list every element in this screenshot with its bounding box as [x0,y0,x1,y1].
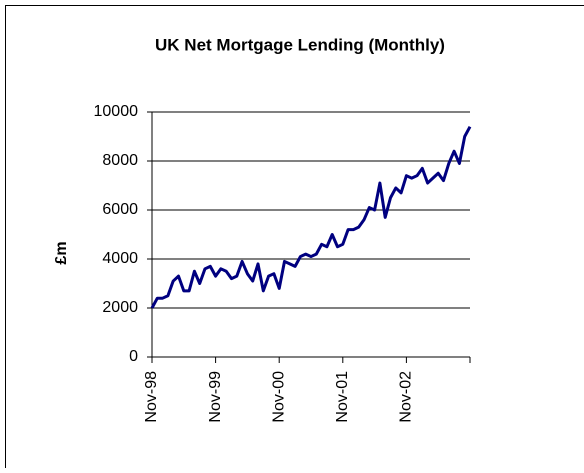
y-tick-label: 0 [129,348,138,365]
y-tick-label: 6000 [102,201,138,218]
x-tick-label: Nov-01 [334,371,351,423]
y-tick-label: 10000 [94,103,139,120]
chart-frame [6,6,584,469]
y-axis-label: £m [53,241,70,264]
x-tick-label: Nov-00 [270,371,287,423]
x-tick-label: Nov-99 [207,371,224,423]
x-tick-label: Nov-98 [143,371,160,423]
y-tick-label: 2000 [102,299,138,316]
x-tick-label: Nov-02 [398,371,415,423]
y-tick-label: 8000 [102,152,138,169]
chart-title: UK Net Mortgage Lending (Monthly) [155,35,445,54]
y-tick-label: 4000 [102,250,138,267]
